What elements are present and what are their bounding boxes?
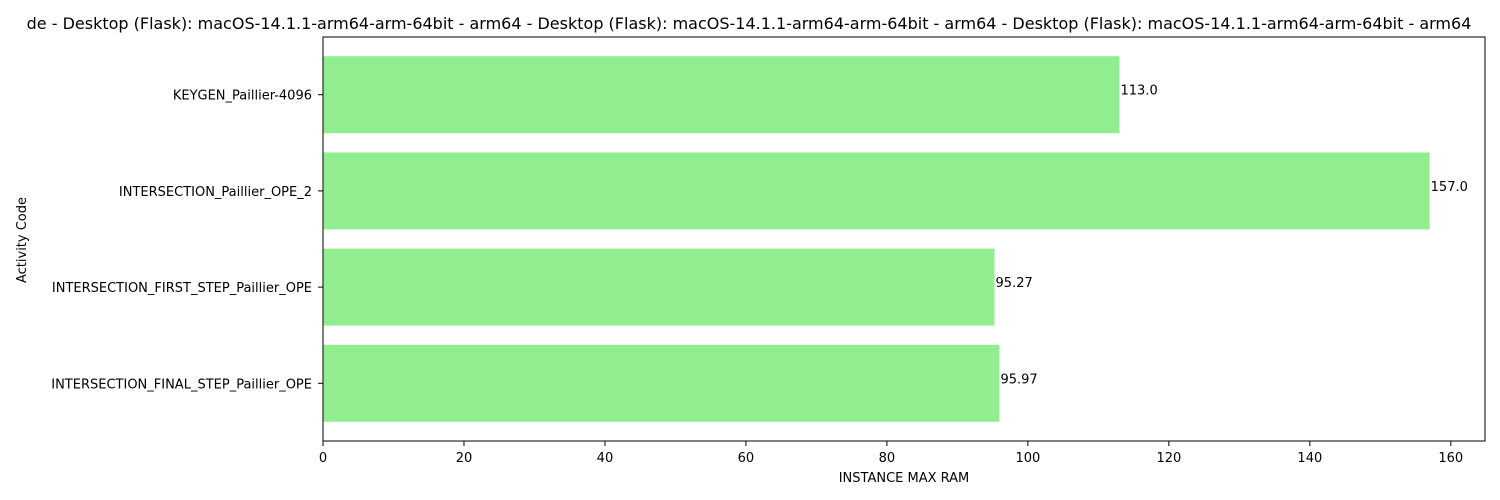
bar-value-label: 157.0 [1431, 180, 1468, 195]
x-tick-label: 160 [1438, 451, 1463, 466]
bar [323, 344, 1000, 422]
y-tick-label: INTERSECTION_FIRST_STEP_Paillier_OPE [52, 281, 312, 296]
bars-layer: 95.97 95.27 157.0 113.0 [323, 56, 1468, 422]
x-tick-label: 60 [738, 451, 755, 466]
x-tick-label: 120 [1156, 451, 1181, 466]
bar-value-label: 95.27 [996, 276, 1033, 291]
chart-title: de - Desktop (Flask): macOS-14.1.1-arm64… [27, 14, 1472, 33]
y-tick-label: INTERSECTION_FINAL_STEP_Paillier_OPE [51, 377, 312, 392]
x-axis: 0 20 40 60 80 100 120 140 160 [319, 441, 1463, 466]
bar [323, 248, 995, 326]
y-tick-label: INTERSECTION_Paillier_OPE_2 [119, 185, 312, 200]
bar-value-label: 113.0 [1121, 84, 1158, 99]
plot-frame [322, 36, 1486, 442]
x-tick-label: 100 [1015, 451, 1040, 466]
y-axis: INTERSECTION_FINAL_STEP_Paillier_OPE INTE… [51, 89, 323, 392]
bar [323, 152, 1430, 230]
x-tick-label: 0 [319, 451, 327, 466]
y-axis-label: Activity Code [15, 197, 30, 283]
y-tick-label: KEYGEN_Paillier-4096 [173, 89, 312, 104]
x-axis-label: INSTANCE MAX RAM [839, 471, 970, 486]
bar [323, 56, 1120, 134]
x-tick-label: 80 [879, 451, 896, 466]
bar-value-label: 95.97 [1000, 372, 1037, 387]
x-tick-label: 40 [597, 451, 614, 466]
x-tick-label: 20 [456, 451, 473, 466]
x-tick-label: 140 [1297, 451, 1322, 466]
